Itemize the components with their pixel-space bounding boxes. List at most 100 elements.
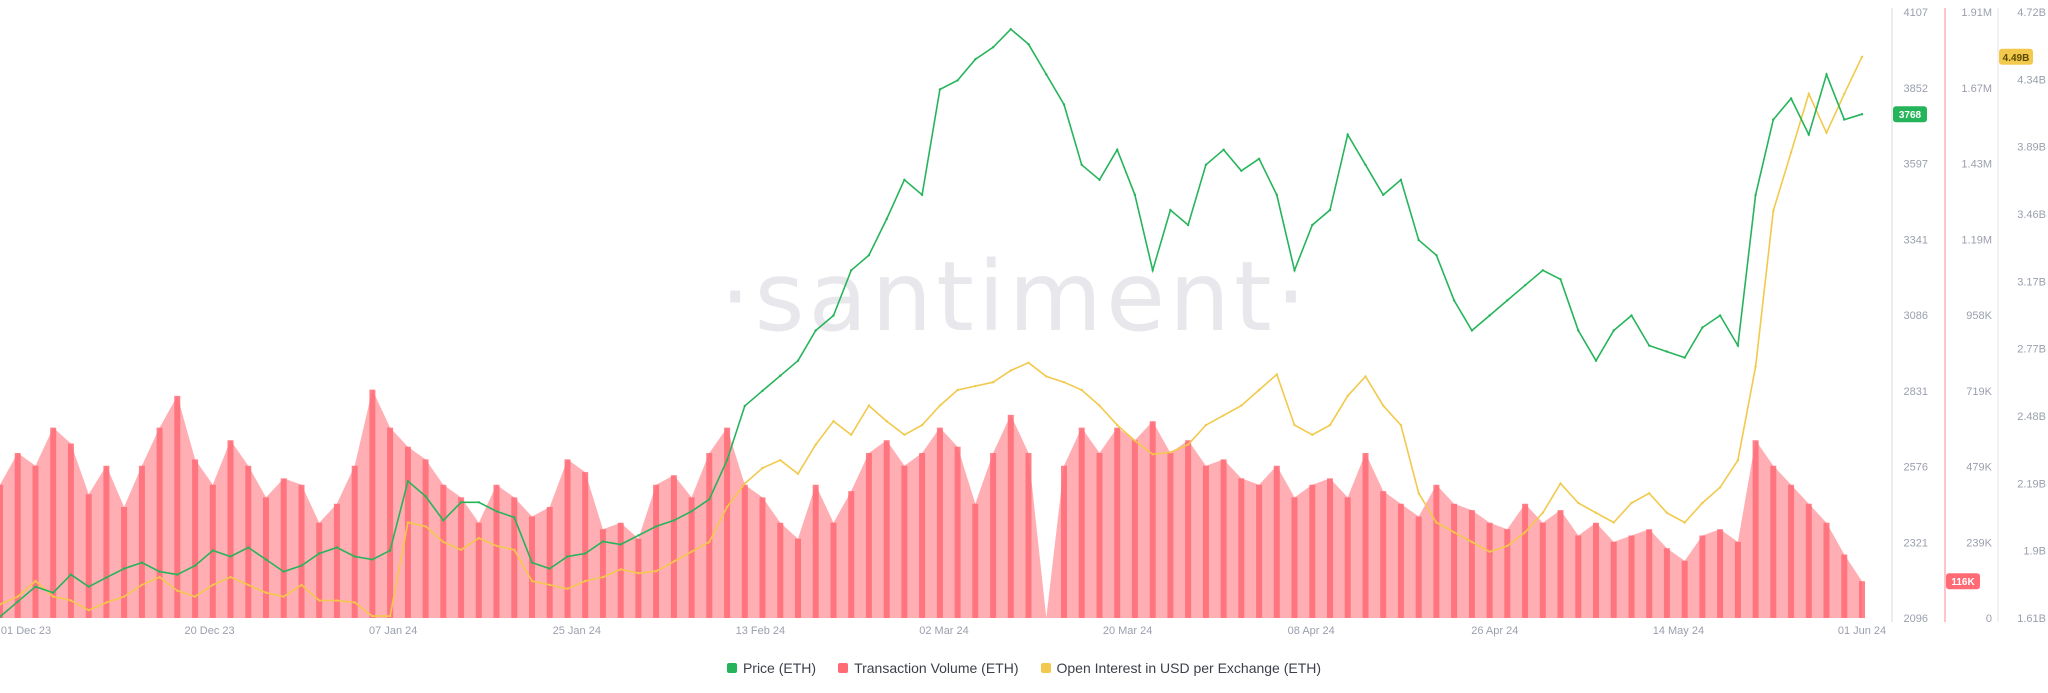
price-tick-label: 3341 [1904, 234, 1928, 246]
open-interest-point [477, 536, 480, 540]
open-interest-point [637, 572, 640, 575]
price-badge-bg [1893, 106, 1927, 123]
price-point [264, 558, 268, 561]
open-interest-point [52, 595, 55, 598]
open-interest-point [1133, 439, 1137, 442]
volume-tick-label: 1.67M [1961, 83, 1992, 95]
legend: Price (ETH) Transaction Volume (ETH) Ope… [0, 656, 2048, 680]
open-interest-point [974, 384, 977, 388]
price-point [584, 552, 587, 555]
price-point [193, 564, 197, 567]
price-point [1488, 314, 1491, 317]
open-interest-line [0, 56, 1863, 617]
price-point [1009, 28, 1012, 31]
price-point [1098, 178, 1101, 181]
open-interest-point [1045, 375, 1048, 378]
price-point [1027, 43, 1030, 46]
open-interest-point [1062, 381, 1066, 384]
price-point [1470, 329, 1474, 332]
price-point [495, 510, 498, 513]
watermark: ·santiment· [720, 241, 1310, 353]
x-tick-label: 25 Jan 24 [553, 625, 601, 637]
price-point [1186, 223, 1190, 227]
price-badge-label: 3768 [1899, 110, 1922, 121]
open-interest-point [1541, 511, 1545, 514]
price-point [247, 546, 250, 549]
price-point [938, 88, 942, 91]
price-point [122, 567, 126, 570]
legend-item-volume[interactable]: Transaction Volume (ETH) [838, 660, 1019, 676]
open-interest-point [1523, 531, 1527, 534]
open-interest-point [424, 525, 427, 528]
open-interest-point [566, 587, 569, 590]
open-interest-point [176, 589, 179, 592]
open-interest-point [495, 544, 498, 548]
price-point [654, 525, 658, 528]
open-interest-point [743, 482, 746, 485]
open-interest-point [672, 560, 676, 563]
open-interest-point [1346, 394, 1349, 398]
x-tick-label: 08 Apr 24 [1288, 625, 1335, 637]
open-interest-point [1240, 404, 1243, 407]
open-interest-point [1222, 414, 1225, 417]
open-interest-point [193, 595, 197, 598]
legend-item-open-interest[interactable]: Open Interest in USD per Exchange (ETH) [1040, 660, 1322, 676]
open-interest-point [1470, 540, 1474, 544]
x-tick-label: 02 Mar 24 [919, 625, 969, 637]
price-point [1648, 344, 1651, 347]
open-interest-point [920, 423, 924, 427]
open-interest-point [1027, 361, 1030, 364]
legend-item-price[interactable]: Price (ETH) [726, 660, 816, 676]
price-point [353, 555, 356, 558]
price-point [814, 329, 817, 332]
open-interest-point [548, 583, 551, 587]
price-point [832, 314, 835, 317]
volume-tick-label: 239K [1966, 537, 1992, 549]
open-interest-point [690, 550, 693, 553]
legend-swatch-price [726, 663, 737, 673]
open-interest-point [1683, 521, 1686, 524]
open-interest-point [1435, 521, 1438, 524]
open-interest-point [1648, 492, 1651, 495]
volume-current-badge: 116K [1946, 573, 1980, 590]
price-point [779, 374, 782, 377]
price-point [1594, 359, 1598, 362]
legend-label-open-interest: Open Interest in USD per Exchange (ETH) [1056, 660, 1322, 676]
legend-swatch-volume [838, 663, 849, 673]
open-interest-point [353, 601, 356, 604]
open-interest-point [69, 599, 73, 602]
open-interest-point [1080, 388, 1083, 392]
price-point [1577, 329, 1580, 332]
price-point [69, 573, 73, 576]
price-tick-label: 4107 [1904, 7, 1928, 19]
price-point [601, 540, 605, 543]
price-point [477, 501, 480, 504]
price-point [1559, 278, 1562, 281]
open-interest-point [1630, 501, 1633, 505]
price-point [690, 510, 693, 513]
open-interest-point [1204, 423, 1208, 427]
open-interest-point [867, 404, 871, 407]
price-point [52, 591, 55, 594]
price-point [424, 495, 427, 498]
volume-series [0, 389, 1865, 618]
price-line [0, 28, 1863, 618]
price-point [1772, 118, 1775, 121]
price-tick-label: 2831 [1904, 386, 1928, 398]
price-point [158, 570, 161, 573]
price-point [318, 552, 321, 555]
price-current-badge: 3768 [1893, 106, 1927, 123]
price-point [725, 458, 729, 462]
price-point [513, 516, 516, 519]
x-tick-label: 14 May 24 [1653, 625, 1704, 637]
open-interest-point [619, 568, 622, 571]
open-interest-point [1328, 423, 1332, 427]
open_interest-tick-label: 2.77B [2017, 344, 2046, 356]
price-point [743, 404, 746, 408]
legend-label-volume: Transaction Volume (ETH) [854, 660, 1019, 676]
open-interest-point [779, 459, 782, 462]
price-point [87, 585, 90, 588]
price-point [1240, 169, 1243, 172]
